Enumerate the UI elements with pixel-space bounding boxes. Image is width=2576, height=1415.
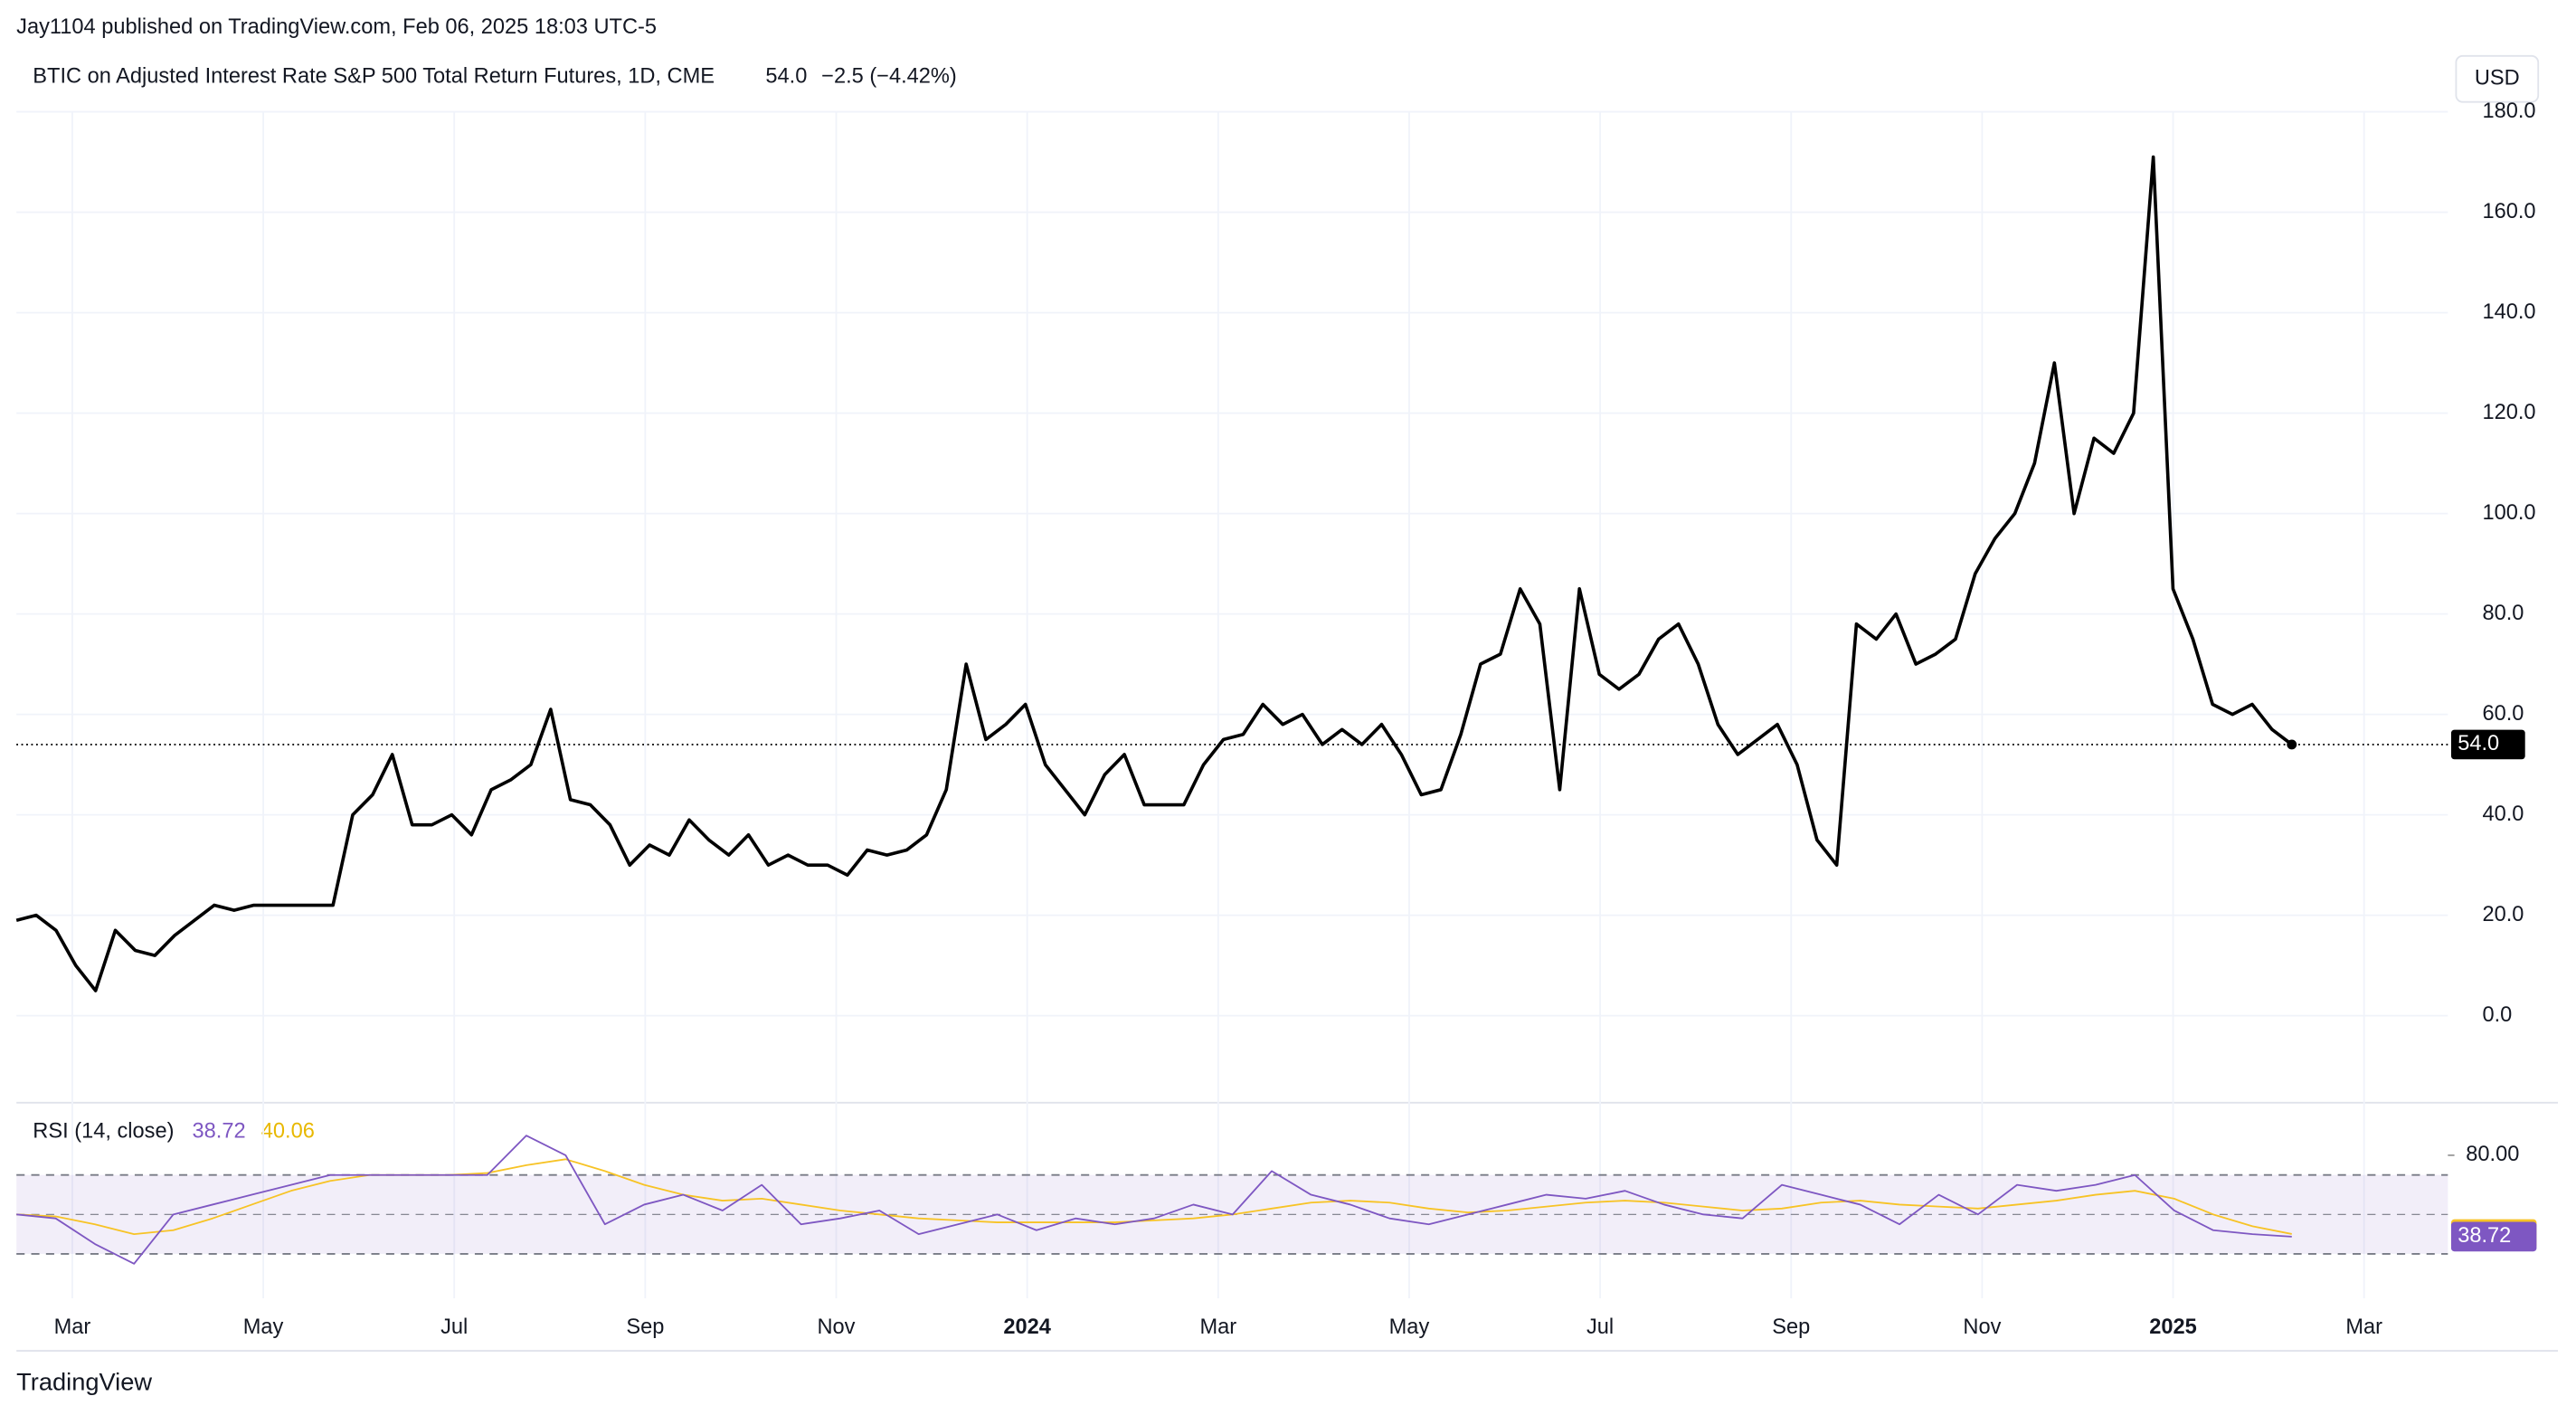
change: −2.5 (−4.42%) [821, 65, 957, 89]
rsi-title: RSI (14, close) [33, 1120, 174, 1144]
chart-title: BTIC on Adjusted Interest Rate S&P 500 T… [33, 65, 715, 89]
x-tick-label: Sep [1772, 1315, 1810, 1339]
last-point [2287, 739, 2297, 750]
x-tick-label: Mar [2345, 1315, 2382, 1339]
header: Jay1104 published on TradingView.com, Fe… [16, 15, 657, 39]
y-tick-label: 140.0 [2482, 300, 2535, 324]
series-line [15, 155, 2293, 992]
rsi-tag [2450, 1221, 2537, 1252]
y-tick-label: 0.0 [2482, 1003, 2512, 1027]
x-tick-label: 2024 [1003, 1315, 1051, 1339]
last-value: 54.0 [765, 65, 807, 89]
rsi-ma-value: 40.06 [261, 1120, 315, 1144]
y-tick-label: 60.0 [2482, 702, 2524, 726]
y-tick-label: 20.0 [2482, 903, 2524, 926]
x-tick-label: Jul [1586, 1315, 1614, 1339]
price-tag-label: 54.0 [2458, 732, 2499, 755]
x-tick-label: May [243, 1315, 284, 1339]
rsi-value: 38.72 [193, 1120, 246, 1144]
y-tick-label: 100.0 [2482, 501, 2535, 525]
series-line [16, 1135, 2292, 1265]
currency[interactable]: USD [2475, 66, 2520, 90]
y-tick-label: 160.0 [2482, 200, 2535, 223]
rsi-tag-label: 38.72 [2458, 1224, 2511, 1248]
x-tick-label: 2025 [2149, 1315, 2197, 1339]
x-tick-label: May [1389, 1315, 1430, 1339]
price-tag [2450, 729, 2525, 760]
x-tick-label: Mar [54, 1315, 91, 1339]
x-tick-label: Mar [1199, 1315, 1236, 1339]
brand: TradingView [16, 1368, 152, 1396]
y-tick-label: 80.00 [2466, 1143, 2519, 1166]
y-tick-label: 180.0 [2482, 100, 2535, 123]
x-tick-label: Nov [1963, 1315, 2001, 1339]
currency-box[interactable] [2455, 54, 2540, 103]
y-tick-label: 120.0 [2482, 401, 2535, 424]
x-tick-label: Jul [440, 1315, 468, 1339]
x-tick-label: Nov [818, 1315, 856, 1339]
y-tick-label: 40.0 [2482, 802, 2524, 826]
y-tick-label: 80.0 [2482, 602, 2524, 625]
x-tick-label: Sep [626, 1315, 664, 1339]
